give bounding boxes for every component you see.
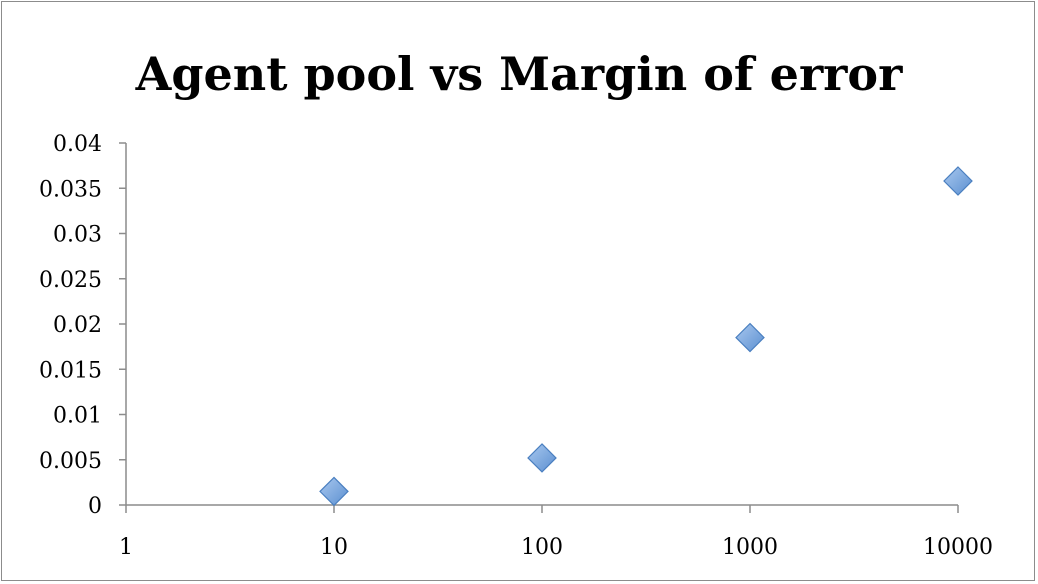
y-tick-label: 0.015 [39,358,102,383]
axes [119,142,959,513]
data-point [319,476,349,507]
x-tick-label: 1 [119,535,133,560]
data-points [319,166,973,507]
data-point [943,166,973,196]
y-tick-label: 0.005 [39,449,102,474]
y-tick-labels: 0 0.005 0.01 0.015 0.02 0.025 0.03 0.035 0.04 [39,132,102,519]
x-tick-labels: 1 10 100 1000 10000 [119,535,993,560]
y-tick-label: 0.01 [53,404,102,429]
data-point [527,443,557,473]
chart-title: Agent pool vs Margin of error [135,47,903,101]
y-tick-label: 0.02 [53,313,102,338]
y-tick-label: 0.025 [39,268,102,293]
y-tick-label: 0 [88,494,102,519]
x-tick-label: 100 [521,535,563,560]
data-point [735,322,765,353]
y-tick-label: 0.03 [53,223,102,248]
y-tick-label: 0.04 [53,132,102,157]
x-tick-label: 10 [320,535,348,560]
x-tick-label: 10000 [923,535,993,560]
y-tick-label: 0.035 [39,177,102,202]
x-tick-label: 1000 [722,535,778,560]
